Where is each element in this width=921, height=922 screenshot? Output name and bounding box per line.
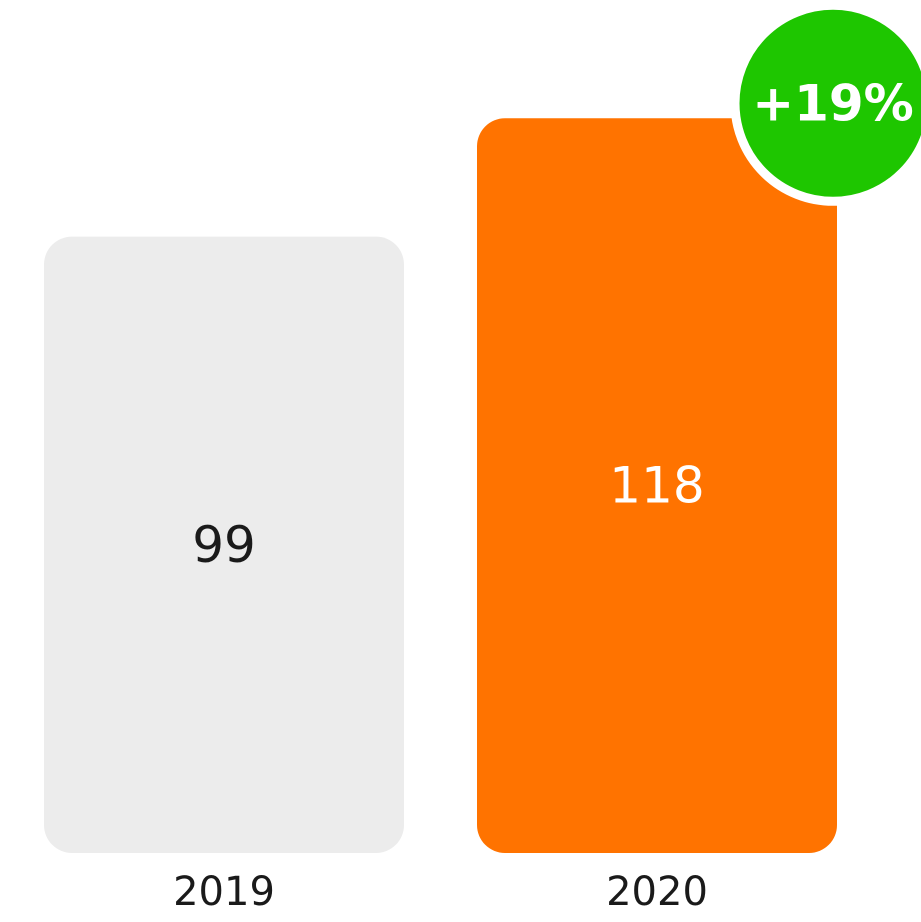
x-tick-label: 2020 [606, 869, 708, 915]
change-badge [730, 0, 921, 206]
change-badge-label: +19% [752, 74, 914, 132]
x-tick-label: 2019 [173, 869, 275, 915]
value-label: 99 [192, 516, 256, 574]
bar [44, 236, 404, 854]
value-label: 118 [609, 457, 704, 515]
bar [477, 118, 837, 854]
